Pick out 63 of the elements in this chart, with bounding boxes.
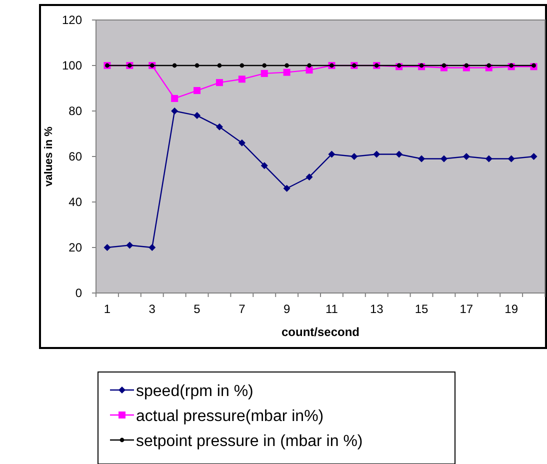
point (350, 153, 358, 160)
point (104, 244, 111, 251)
point (306, 173, 313, 180)
point (194, 87, 201, 94)
y-tick-label: 20 (68, 240, 82, 254)
y-tick-label: 0 (75, 286, 82, 300)
point (464, 63, 469, 68)
point (126, 242, 134, 249)
legend-label: speed(rpm in %) (136, 383, 254, 400)
legend-label: actual pressure(mbar in%) (136, 408, 324, 425)
x-tick-label: 11 (325, 302, 338, 316)
point (216, 79, 223, 86)
x-tick-label: 17 (460, 302, 474, 316)
x-tick-label: 19 (504, 302, 518, 316)
point (396, 150, 403, 158)
y-tick-label: 40 (68, 195, 82, 209)
point (238, 76, 246, 83)
point (462, 153, 470, 160)
point (283, 184, 290, 192)
point (419, 63, 424, 68)
point (532, 63, 536, 68)
y-tick-label: 100 (62, 58, 82, 72)
point (508, 155, 515, 162)
point (260, 162, 268, 170)
x-tick-label: 9 (283, 302, 290, 316)
point (171, 108, 178, 114)
point (148, 244, 156, 251)
point (530, 153, 538, 160)
x-axis-title: count/second (281, 325, 360, 339)
point (307, 63, 312, 68)
point (172, 63, 177, 68)
x-tick-label: 7 (238, 302, 246, 316)
point (283, 68, 290, 76)
x-tick-label: 13 (370, 302, 384, 316)
point (509, 63, 514, 68)
x-tick-label: 3 (148, 302, 156, 316)
point (260, 70, 268, 77)
point (373, 150, 380, 158)
x-tick-label: 5 (194, 302, 201, 316)
y-tick-label: 80 (68, 104, 82, 118)
point (171, 94, 178, 102)
point (194, 63, 200, 68)
point (418, 155, 426, 162)
point (194, 112, 201, 120)
y-tick-label: 60 (68, 150, 82, 164)
y-axis-title: values in % (43, 126, 55, 186)
point (262, 63, 267, 68)
point (396, 63, 402, 68)
x-tick-label: 15 (414, 302, 429, 316)
point (328, 150, 336, 158)
point (440, 155, 448, 162)
point (306, 66, 313, 74)
legend-label: setpoint pressure in (mbar in %) (136, 433, 363, 450)
point (284, 63, 290, 68)
point (217, 63, 222, 68)
y-tick-label: 120 (62, 13, 82, 27)
point (216, 123, 223, 130)
point (238, 139, 246, 146)
point (485, 155, 492, 162)
x-tick-label: 1 (104, 302, 111, 316)
point (486, 63, 492, 68)
point (442, 63, 446, 68)
point (240, 63, 244, 68)
